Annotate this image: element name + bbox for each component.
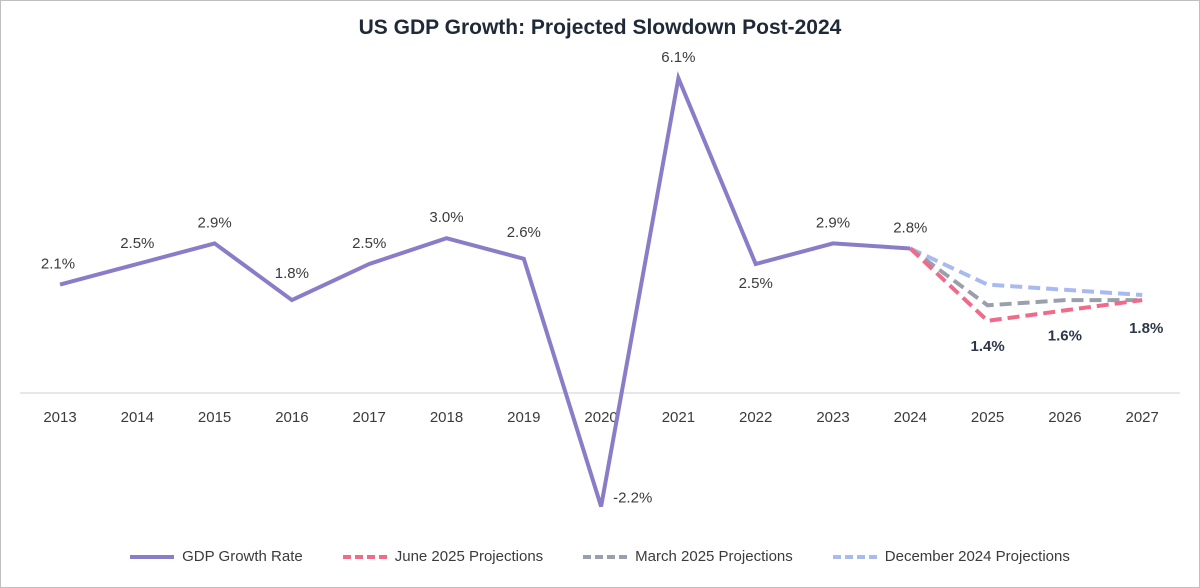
- legend-swatch: [583, 554, 628, 559]
- legend-label: December 2024 Projections: [884, 548, 1070, 565]
- data-label: 3.0%: [429, 209, 463, 226]
- x-tick-label: 2023: [816, 409, 849, 426]
- x-tick-label: 2025: [971, 409, 1004, 426]
- data-label: 2.9%: [197, 214, 231, 231]
- legend-label: June 2025 Projections: [394, 548, 544, 565]
- x-tick-label: 2026: [1048, 409, 1081, 426]
- projection-data-label: 1.4%: [970, 338, 1004, 355]
- x-tick-label: 2017: [353, 409, 386, 426]
- series-line-march-2025-projections: [909, 246, 1143, 308]
- x-tick-label: 2024: [894, 409, 927, 426]
- data-label: 2.9%: [816, 214, 850, 231]
- legend-label: March 2025 Projections: [635, 548, 793, 565]
- data-label: 2.5%: [120, 235, 154, 252]
- data-label: 2.8%: [893, 220, 927, 237]
- legend-item: March 2025 Projections: [583, 548, 793, 565]
- data-label: 1.8%: [275, 265, 309, 282]
- data-label: 2.5%: [352, 235, 386, 252]
- series-line-gdp-growth-rate: [59, 71, 911, 508]
- legend-swatch: [832, 554, 877, 559]
- projection-data-label: 1.8%: [1129, 320, 1163, 337]
- series-line-december-2024-projections: [909, 246, 1143, 297]
- x-tick-label: 2015: [198, 409, 231, 426]
- chart-legend: GDP Growth Rate June 2025 Projections Marc…: [0, 548, 1200, 565]
- x-tick-label: 2014: [121, 409, 154, 426]
- x-tick-label: 2018: [430, 409, 463, 426]
- legend-item: June 2025 Projections: [342, 548, 544, 565]
- legend-swatch: [342, 554, 387, 559]
- x-tick-label: 2016: [275, 409, 308, 426]
- data-label: 2.1%: [41, 256, 75, 273]
- chart-title: US GDP Growth: Projected Slowdown Post-2…: [358, 16, 842, 39]
- legend-item: December 2024 Projections: [832, 548, 1070, 565]
- projection-data-label: 1.6%: [1048, 327, 1082, 344]
- legend-swatch: [130, 554, 175, 559]
- x-tick-label: 2021: [662, 409, 695, 426]
- data-label: 6.1%: [661, 49, 695, 66]
- data-label: -2.2%: [613, 490, 652, 507]
- x-tick-label: 2019: [507, 409, 540, 426]
- data-label: 2.5%: [739, 275, 773, 292]
- series-line-june-2025-projections: [908, 247, 1143, 323]
- x-tick-label: 2013: [43, 409, 76, 426]
- legend-item: GDP Growth Rate: [130, 548, 303, 565]
- x-tick-label: 2027: [1126, 409, 1159, 426]
- legend-label: GDP Growth Rate: [182, 548, 303, 565]
- x-tick-label: 2020: [584, 409, 617, 426]
- data-label: 2.6%: [507, 224, 541, 241]
- x-tick-label: 2022: [739, 409, 772, 426]
